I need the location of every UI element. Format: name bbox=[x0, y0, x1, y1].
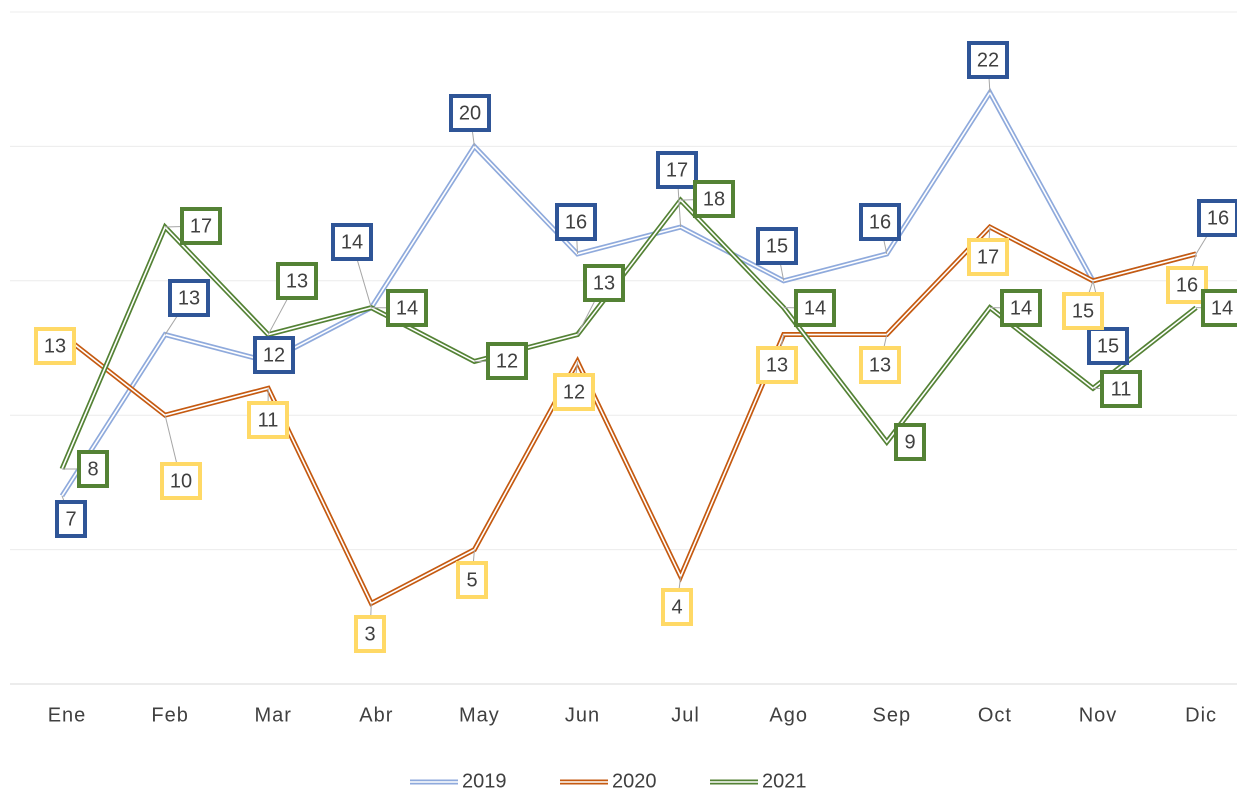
x-tick-label: Abr bbox=[359, 704, 393, 726]
data-label: 17 bbox=[666, 159, 688, 181]
data-label: 13 bbox=[178, 287, 200, 309]
data-label: 17 bbox=[977, 246, 999, 268]
data-label: 16 bbox=[869, 211, 891, 233]
data-label: 4 bbox=[671, 596, 682, 618]
data-label: 16 bbox=[1207, 207, 1229, 229]
x-tick-label: May bbox=[459, 704, 500, 726]
x-tick-label: Ago bbox=[769, 704, 808, 726]
x-tick-label: Ene bbox=[48, 704, 87, 726]
data-label: 22 bbox=[977, 49, 999, 71]
data-label: 12 bbox=[563, 381, 585, 403]
data-label: 15 bbox=[1072, 300, 1094, 322]
data-label: 18 bbox=[703, 188, 725, 210]
data-label: 11 bbox=[1111, 378, 1132, 400]
legend-label: 2020 bbox=[612, 770, 657, 792]
data-label: 11 bbox=[258, 409, 279, 431]
data-label: 13 bbox=[44, 335, 66, 357]
x-tick-label: Sep bbox=[873, 704, 912, 726]
x-tick-label: Oct bbox=[978, 704, 1012, 726]
x-tick-label: Nov bbox=[1079, 704, 1118, 726]
data-label: 13 bbox=[286, 270, 308, 292]
data-label: 13 bbox=[869, 354, 891, 376]
data-label: 15 bbox=[1097, 335, 1119, 357]
data-label: 14 bbox=[804, 297, 826, 319]
x-tick-label: Feb bbox=[151, 704, 188, 726]
data-label: 14 bbox=[1211, 297, 1233, 319]
data-label: 7 bbox=[65, 508, 76, 530]
data-label: 16 bbox=[1176, 274, 1198, 296]
data-label: 13 bbox=[593, 272, 615, 294]
data-label: 17 bbox=[190, 215, 212, 237]
data-label: 15 bbox=[766, 235, 788, 257]
data-label: 20 bbox=[459, 102, 481, 124]
data-label: 14 bbox=[341, 231, 363, 253]
data-label: 14 bbox=[1010, 297, 1032, 319]
data-label: 16 bbox=[565, 211, 587, 233]
data-label: 5 bbox=[466, 569, 477, 591]
x-tick-label: Jul bbox=[671, 704, 700, 726]
legend-label: 2021 bbox=[762, 770, 807, 792]
data-label: 12 bbox=[496, 350, 518, 372]
legend-label: 2019 bbox=[462, 770, 507, 792]
data-label: 9 bbox=[904, 431, 915, 453]
data-label: 8 bbox=[87, 458, 98, 480]
data-label: 13 bbox=[766, 354, 788, 376]
data-label: 14 bbox=[396, 297, 418, 319]
x-tick-label: Jun bbox=[565, 704, 600, 726]
data-label: 10 bbox=[170, 470, 192, 492]
x-tick-label: Mar bbox=[254, 704, 291, 726]
x-tick-label: Dic bbox=[1185, 704, 1217, 726]
data-label: 3 bbox=[364, 623, 375, 645]
data-label: 12 bbox=[263, 344, 285, 366]
